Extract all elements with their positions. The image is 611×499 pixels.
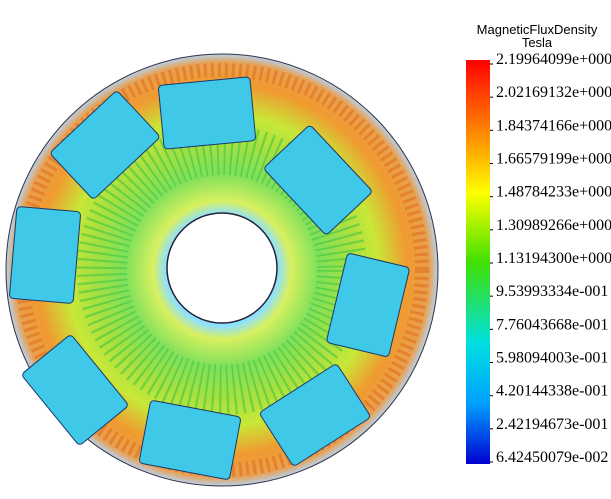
- tick-label: 5.98094003e-001: [496, 350, 608, 367]
- color-bar: [466, 60, 490, 464]
- motor: [5, 53, 439, 487]
- tick-label: 2.02169132e+000: [496, 84, 611, 101]
- magnet: [158, 76, 256, 150]
- magnets: [9, 76, 410, 480]
- legend-title: MagneticFluxDensity: [477, 22, 598, 37]
- magnet: [22, 335, 128, 445]
- magnet: [326, 253, 410, 357]
- tick-label: 7.76043668e-001: [496, 316, 608, 333]
- magnet: [50, 91, 160, 199]
- tick-label: 1.66579199e+000: [496, 151, 611, 168]
- tick-label: 1.84374166e+000: [496, 117, 611, 134]
- tick-label: 2.19964099e+000: [496, 51, 611, 68]
- tick-label: 9.53993334e-001: [496, 283, 608, 300]
- tick-label: 1.30989266e+000: [496, 217, 611, 234]
- magnet: [264, 125, 372, 235]
- field-ring: [77, 125, 367, 415]
- tick-label: 6.42450079e-002: [496, 449, 608, 466]
- legend-unit: Tesla: [522, 35, 553, 50]
- field-ring: [15, 63, 429, 477]
- shaft-hole: [166, 212, 278, 324]
- tick-label: 2.42194673e-001: [496, 416, 608, 433]
- magnet: [9, 206, 81, 304]
- tick-label: 1.48784233e+000: [496, 184, 611, 201]
- magnet: [139, 400, 241, 480]
- tick-label: 4.20144338e-001: [496, 383, 608, 400]
- tick-label: 1.13194300e+000: [496, 250, 611, 267]
- magnet: [260, 364, 370, 466]
